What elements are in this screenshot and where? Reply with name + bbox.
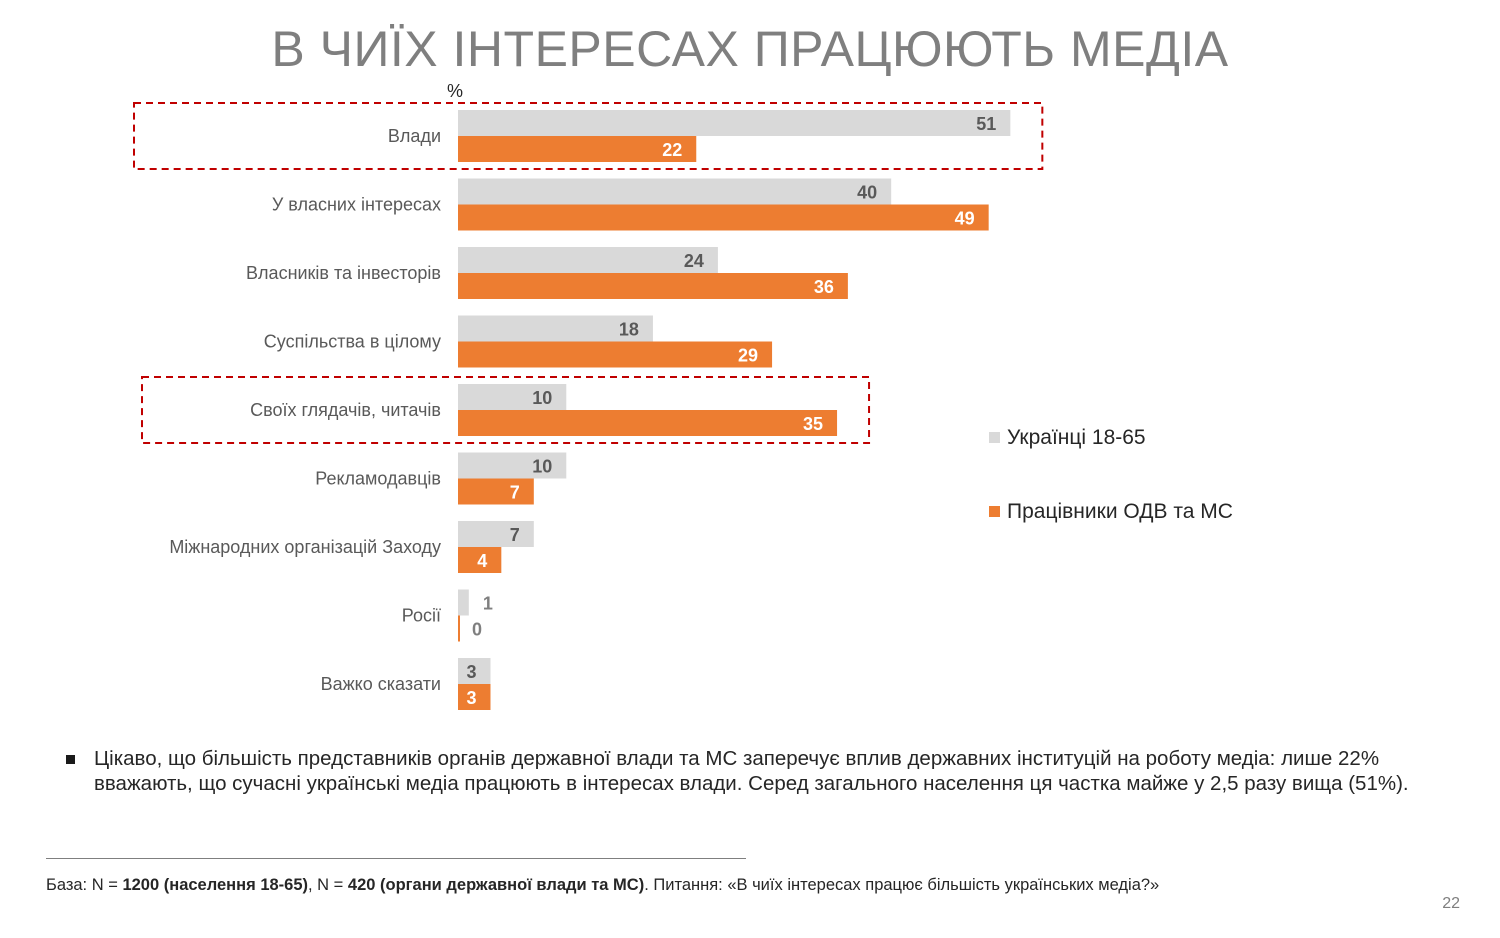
data-label: 24 [684,251,704,271]
category-label: Власників та інвесторів [246,263,441,283]
category-label: Своїх глядачів, читачів [250,400,441,420]
data-label: 22 [662,140,682,160]
bar-officials [458,273,848,299]
data-label: 49 [955,209,975,229]
bar-population [458,452,567,479]
bar-population [458,315,653,342]
bar-officials [458,136,697,162]
note-text: Цікаво, що більшість представників орган… [94,747,1409,795]
bar-officials [458,684,491,710]
highlight-box [141,376,871,444]
data-label: 3 [466,662,476,682]
bar-officials [458,478,534,505]
bar-officials [458,204,989,231]
data-label: 51 [976,114,996,134]
bar-population [458,521,534,547]
footnote-divider [46,858,746,859]
highlight-box [133,102,1044,170]
category-label: Влади [388,126,441,146]
bar-population [458,658,491,684]
category-label: Міжнародних організацій Заходу [169,537,441,557]
bar-population [458,247,718,273]
legend-swatch [989,432,1000,443]
bar-officials [458,410,838,436]
page-number: 22 [1442,895,1460,912]
bar-population [458,589,469,616]
bar-population [458,110,1011,136]
data-label: 10 [532,388,552,408]
unit-label: % [447,81,463,101]
footnote-question: . Питання: «В чиїх інтересах працює біль… [644,876,1160,894]
data-label: 0 [472,620,482,640]
legend-label: Українці 18-65 [1007,426,1146,449]
category-label: Суспільства в цілому [264,332,441,352]
bar-officials [458,547,502,573]
data-label: 4 [477,551,487,571]
footnote-prefix: База: N = [46,876,123,894]
data-label: 10 [532,457,552,477]
category-label: Росії [402,606,441,626]
legend-label: Працівники ОДВ та МС [1007,500,1233,523]
page-title: В ЧИЇХ ІНТЕРЕСАХ ПРАЦЮЮТЬ МЕДІА [271,21,1229,77]
category-label: У власних інтересах [272,195,441,215]
data-label: 40 [857,183,877,203]
data-label: 3 [466,688,476,708]
footnote-sample-1: 1200 (населення 18-65) [122,876,309,894]
legend-swatch [989,506,1000,517]
bar-officials [458,341,773,368]
footnote-separator: , N = [308,876,348,894]
footnote-sample-2: 420 (органи державної влади та МС) [347,876,645,894]
category-label: Рекламодавців [315,469,441,489]
data-label: 29 [738,346,758,366]
bullet-icon [66,755,75,764]
data-label: 1 [483,594,493,614]
data-label: 7 [510,525,520,545]
data-label: 35 [803,414,823,434]
data-label: 18 [619,320,639,340]
commentary-note: Цікаво, що більшість представників орган… [66,746,1436,796]
bar-population [458,178,892,205]
category-label: Важко сказати [321,674,441,694]
bar-population [458,384,567,410]
source-footnote: База: N = 1200 (населення 18-65), N = 42… [46,876,1159,895]
bar-officials [458,615,460,642]
data-label: 36 [814,277,834,297]
data-label: 7 [510,483,520,503]
